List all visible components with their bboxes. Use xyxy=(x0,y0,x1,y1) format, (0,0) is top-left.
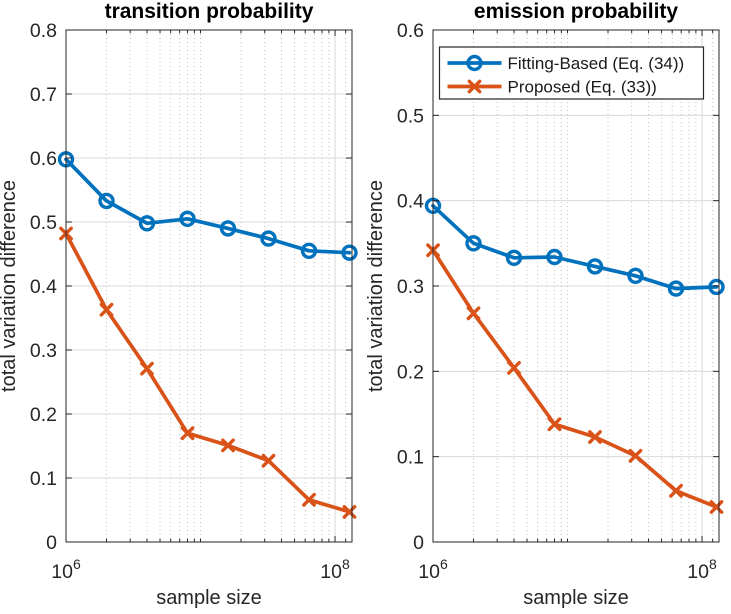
x-axis-label: sample size xyxy=(523,587,629,609)
y-tick-label: 0.8 xyxy=(30,20,57,42)
x-marker xyxy=(180,426,195,441)
legend-entry-fitting-based-eq-34: Fitting-Based (Eq. (34)) xyxy=(447,54,685,73)
series-markers-fitting-based-eq-34 xyxy=(57,151,358,261)
circle-marker xyxy=(260,230,277,247)
y-tick-label: 0 xyxy=(46,532,57,554)
x-marker xyxy=(709,500,724,514)
x-tick-label: 108 xyxy=(320,556,350,583)
y-tick-label: 0.6 xyxy=(397,20,424,42)
x-tick-base: 10 xyxy=(320,561,342,583)
x-marker xyxy=(342,505,357,519)
y-tick-label: 0.4 xyxy=(30,276,57,298)
circle-marker xyxy=(546,248,563,266)
legend-label: Proposed (Eq. (33)) xyxy=(508,78,657,97)
legend-entry-proposed-eq-33: Proposed (Eq. (33)) xyxy=(447,78,657,97)
y-tick-label: 0.5 xyxy=(397,105,424,127)
tick-marks xyxy=(432,29,719,543)
y-tick-label: 0 xyxy=(413,532,424,554)
x-axis-label: sample size xyxy=(156,587,262,609)
x-marker xyxy=(588,430,602,444)
x-marker xyxy=(547,417,562,432)
plot-title: transition probability xyxy=(105,0,314,23)
legend-label: Fitting-Based (Eq. (34)) xyxy=(508,54,685,73)
x-tick-label: 106 xyxy=(51,556,81,583)
circle-marker xyxy=(627,267,644,284)
x-marker xyxy=(302,492,316,507)
series-markers-proposed-eq-33 xyxy=(426,243,724,514)
y-tick-label: 0.2 xyxy=(397,361,424,383)
y-tick-label: 0.1 xyxy=(397,447,424,469)
legend-x-marker xyxy=(467,79,482,94)
circle-marker xyxy=(465,235,482,252)
circle-marker xyxy=(138,215,156,232)
circle-marker xyxy=(586,258,604,275)
x-tick-base: 10 xyxy=(51,561,73,583)
y-tick-label: 0.3 xyxy=(397,276,424,298)
legend: Fitting-Based (Eq. (34)) Proposed (Eq. (3… xyxy=(438,46,705,100)
major-gridlines xyxy=(66,30,352,542)
x-marker xyxy=(466,306,481,321)
y-tick-label: 0.3 xyxy=(30,340,57,362)
x-tick-exponent: 8 xyxy=(342,556,350,572)
x-tick-base: 10 xyxy=(418,561,440,583)
x-marker xyxy=(507,361,521,375)
x-marker xyxy=(669,483,683,498)
legend-box xyxy=(438,46,705,100)
x-marker xyxy=(628,448,643,463)
x-marker xyxy=(99,302,114,317)
x-marker xyxy=(140,361,154,376)
x-marker xyxy=(261,453,276,468)
tick-marks xyxy=(65,29,352,543)
circle-marker xyxy=(708,278,725,296)
circle-marker xyxy=(300,242,318,260)
y-tick-label: 0.7 xyxy=(30,84,57,106)
circle-marker xyxy=(667,280,685,297)
x-tick-label: 108 xyxy=(687,556,717,583)
series-line-proposed-eq-33 xyxy=(64,231,352,514)
y-tick-label: 0.6 xyxy=(30,148,57,170)
plot-title: emission probability xyxy=(474,0,679,23)
y-axis-label: total variation difference xyxy=(365,180,387,392)
circle-marker xyxy=(179,210,196,228)
x-tick-exponent: 8 xyxy=(709,556,717,572)
x-tick-exponent: 6 xyxy=(440,556,448,572)
x-marker xyxy=(221,438,235,453)
circle-marker xyxy=(98,192,115,210)
y-tick-label: 0.4 xyxy=(397,191,424,213)
y-tick-label: 0.2 xyxy=(30,404,57,426)
x-tick-label: 106 xyxy=(418,556,448,583)
y-axis-label: total variation difference xyxy=(0,180,20,392)
y-tick-label: 0.5 xyxy=(30,212,57,234)
circle-marker xyxy=(219,220,237,237)
legend-circle-marker xyxy=(466,54,483,72)
x-tick-exponent: 6 xyxy=(73,556,81,572)
circle-marker xyxy=(341,244,358,261)
y-tick-label: 0.1 xyxy=(30,468,57,490)
x-tick-base: 10 xyxy=(687,561,709,583)
circle-marker xyxy=(505,249,523,266)
